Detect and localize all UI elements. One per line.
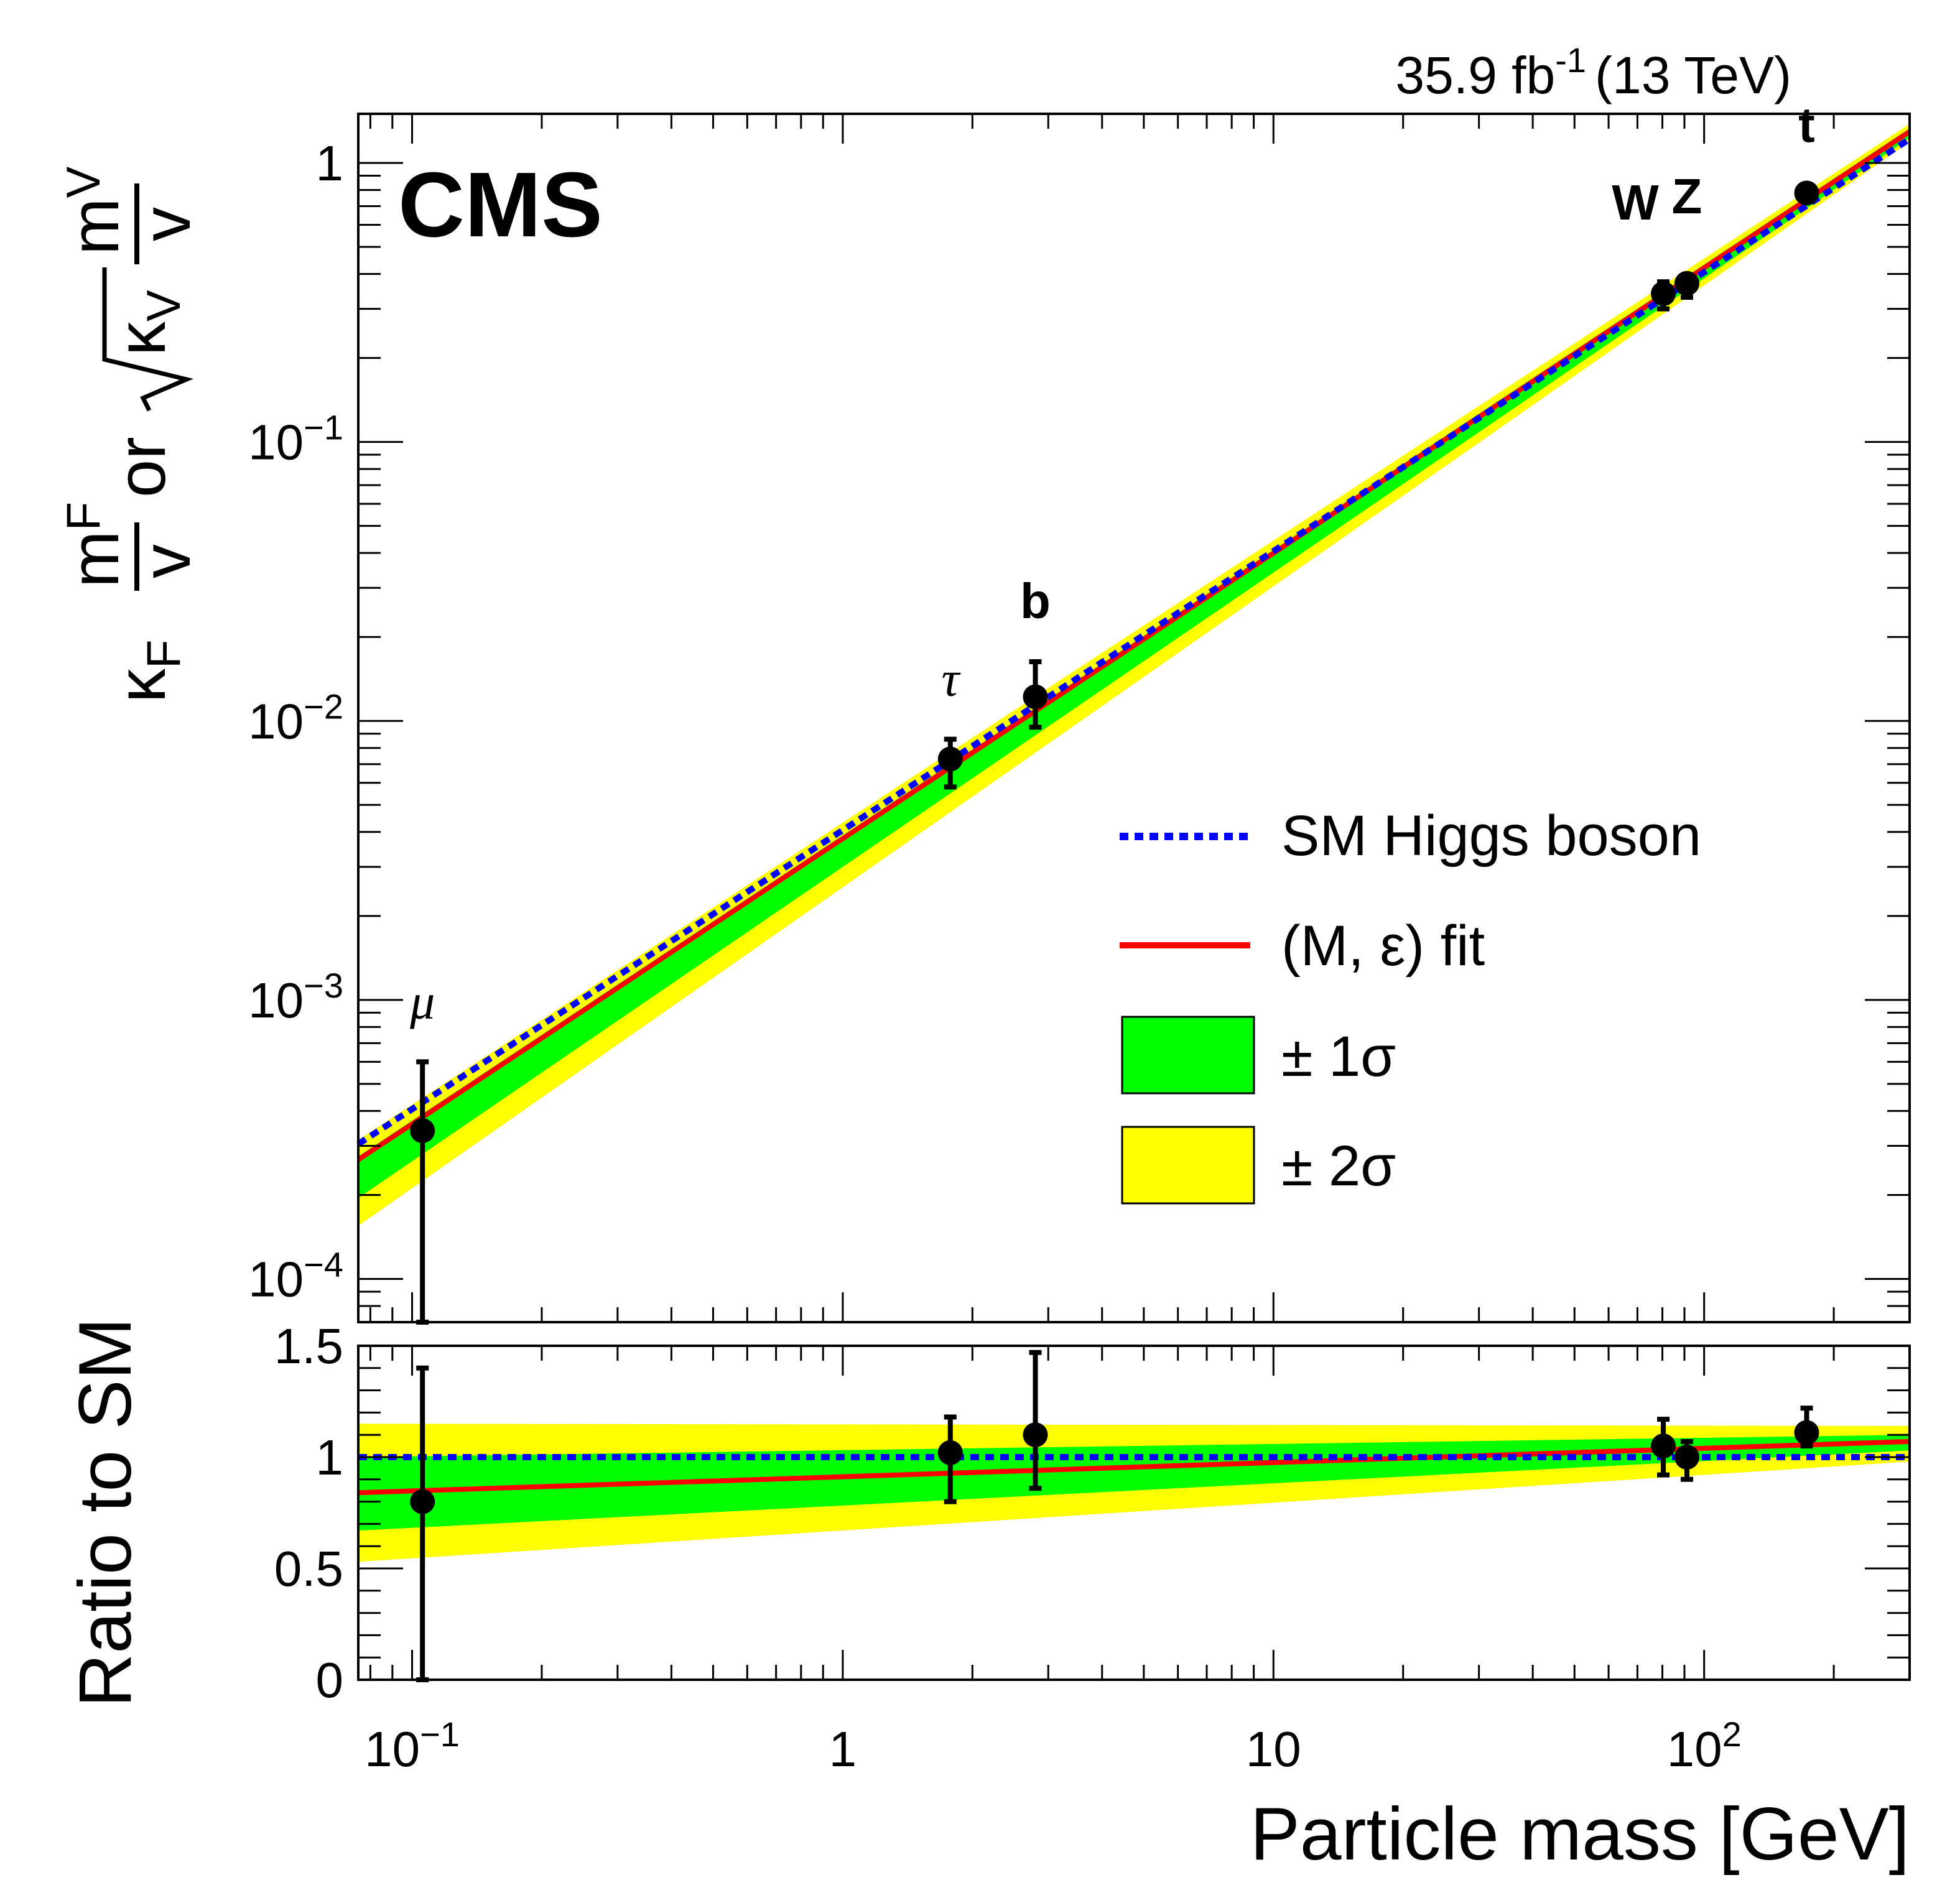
ratio-ytick-label-3: 1.5 (274, 1318, 343, 1374)
ratio-ytick-label-0: 0 (316, 1652, 344, 1708)
ratio-fit-line (358, 1438, 1910, 1496)
ratio-marker (410, 1489, 435, 1514)
ylabel-kappa-f: κF (103, 640, 190, 703)
main-ytick-label-1: 10−1 (248, 408, 343, 470)
ratio-marker (1651, 1433, 1676, 1459)
ratio-point-2 (1023, 1350, 1048, 1491)
ratio-point-1 (937, 1414, 963, 1504)
ylabel-sqrt-sign (102, 267, 194, 412)
xtick-label-0: 10−1 (365, 1715, 460, 1777)
main-ytick-label-0: 1 (316, 136, 344, 191)
point-label-4: Z (1672, 169, 1702, 224)
legend-sm-label: SM Higgs boson (1281, 804, 1701, 868)
main-bands (358, 124, 1910, 1226)
legend-2sigma-swatch (1121, 1126, 1255, 1205)
legend-1sigma-label: ± 1σ (1281, 1025, 1396, 1088)
ylabel-f-den: v (128, 544, 205, 578)
main-y-axis-label: κF mF v or κV mV v (57, 166, 205, 703)
main-marker (410, 1118, 435, 1144)
point-label-5: t (1798, 97, 1815, 152)
experiment-label: CMS (398, 154, 603, 256)
main-marker (1794, 180, 1819, 206)
ylabel-mf: mF (57, 502, 133, 588)
ratio-marker (1023, 1422, 1048, 1448)
xtick-label-2: 10 (1246, 1721, 1301, 1777)
ylabel-kappa-v: κV (103, 290, 190, 356)
ratio-y-axis-label: Ratio to SM (63, 1318, 147, 1708)
main-ytick-label-4: 10−4 (248, 1245, 343, 1307)
main-point-3 (1651, 279, 1676, 312)
legend-2sigma-label: ± 2σ (1281, 1134, 1396, 1198)
main-ticks (358, 114, 1911, 1323)
ratio-band-1sigma (358, 1435, 1910, 1531)
xtick-label-3: 102 (1667, 1715, 1742, 1777)
legend-1sigma-swatch (1121, 1016, 1255, 1095)
energy-label: (13 TeV) (1595, 46, 1791, 104)
main-ytick-label-2: 10−2 (248, 687, 343, 749)
ratio-point-4 (1674, 1438, 1699, 1482)
ratio-ytick-label-1: 0.5 (274, 1541, 343, 1596)
main-band-1sigma (358, 128, 1910, 1198)
main-marker (937, 746, 963, 772)
main-point-1 (937, 736, 963, 790)
main-point-5 (1794, 180, 1819, 206)
ratio-lines (358, 1438, 1910, 1496)
main-lines (356, 129, 1911, 1162)
lumi-exponent: -1 (1555, 40, 1586, 80)
main-point-2 (1023, 659, 1048, 730)
main-marker (1023, 684, 1048, 710)
main-point-labels: μ τ b W Zt (409, 97, 1815, 1029)
ratio-marker (1674, 1445, 1699, 1470)
point-label-2: b (1020, 573, 1051, 629)
ratio-point-3 (1651, 1417, 1676, 1478)
xtick-labels: 10−1 1 10 102 (365, 1715, 1742, 1777)
ylabel-mv: mV (57, 166, 133, 255)
ratio-marker (937, 1440, 963, 1465)
main-point-4 (1674, 271, 1699, 300)
xtick-label-1: 1 (829, 1721, 857, 1777)
lumi-value: 35.9 fb (1395, 46, 1555, 104)
ratio-ytick-labels: 0 0.5 1 1.5 (274, 1318, 343, 1708)
main-sm-line (356, 136, 1911, 1147)
point-label-3: W (1612, 175, 1659, 230)
main-marker (1674, 271, 1699, 296)
main-marker (1651, 281, 1676, 307)
main-ytick-label-3: 10−3 (248, 966, 343, 1028)
point-label-0: μ (409, 975, 435, 1029)
ratio-points (410, 1350, 1819, 1682)
ylabel-v-den: v (128, 207, 205, 241)
legend: SM Higgs boson (M, ε) fit ± 1σ ± 2σ (1120, 804, 1701, 1205)
point-label-1: τ (941, 652, 961, 707)
ratio-plot-frame (357, 1345, 1911, 1681)
legend-fit-label: (M, ε) fit (1281, 914, 1485, 978)
x-axis-label: Particle mass [GeV] (1250, 1792, 1910, 1876)
ratio-marker (1794, 1420, 1819, 1445)
main-ytick-labels: 1 10−1 10−2 10−3 10−4 (248, 136, 343, 1307)
ylabel-or: or (103, 437, 180, 498)
ratio-bands (358, 1424, 1910, 1562)
lumi-label: 35.9 fb-1 (13 TeV) (1395, 40, 1791, 104)
ratio-point-5 (1794, 1405, 1819, 1449)
ratio-ytick-label-2: 1 (316, 1430, 344, 1485)
main-plot-frame (357, 113, 1911, 1323)
